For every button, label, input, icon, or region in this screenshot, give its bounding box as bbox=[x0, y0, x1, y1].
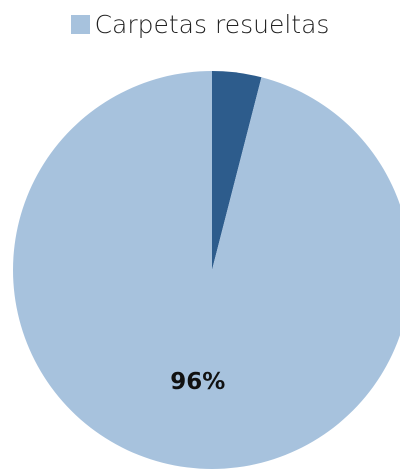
pie-slice-1 bbox=[13, 71, 400, 469]
data-label-1: 96% bbox=[170, 369, 225, 395]
pie-slice-0 bbox=[212, 70, 262, 270]
legend-label: Carpetas resueltas bbox=[94, 10, 330, 39]
legend-swatch bbox=[70, 15, 90, 34]
chart-legend: Carpetas resueltas bbox=[0, 12, 400, 37]
